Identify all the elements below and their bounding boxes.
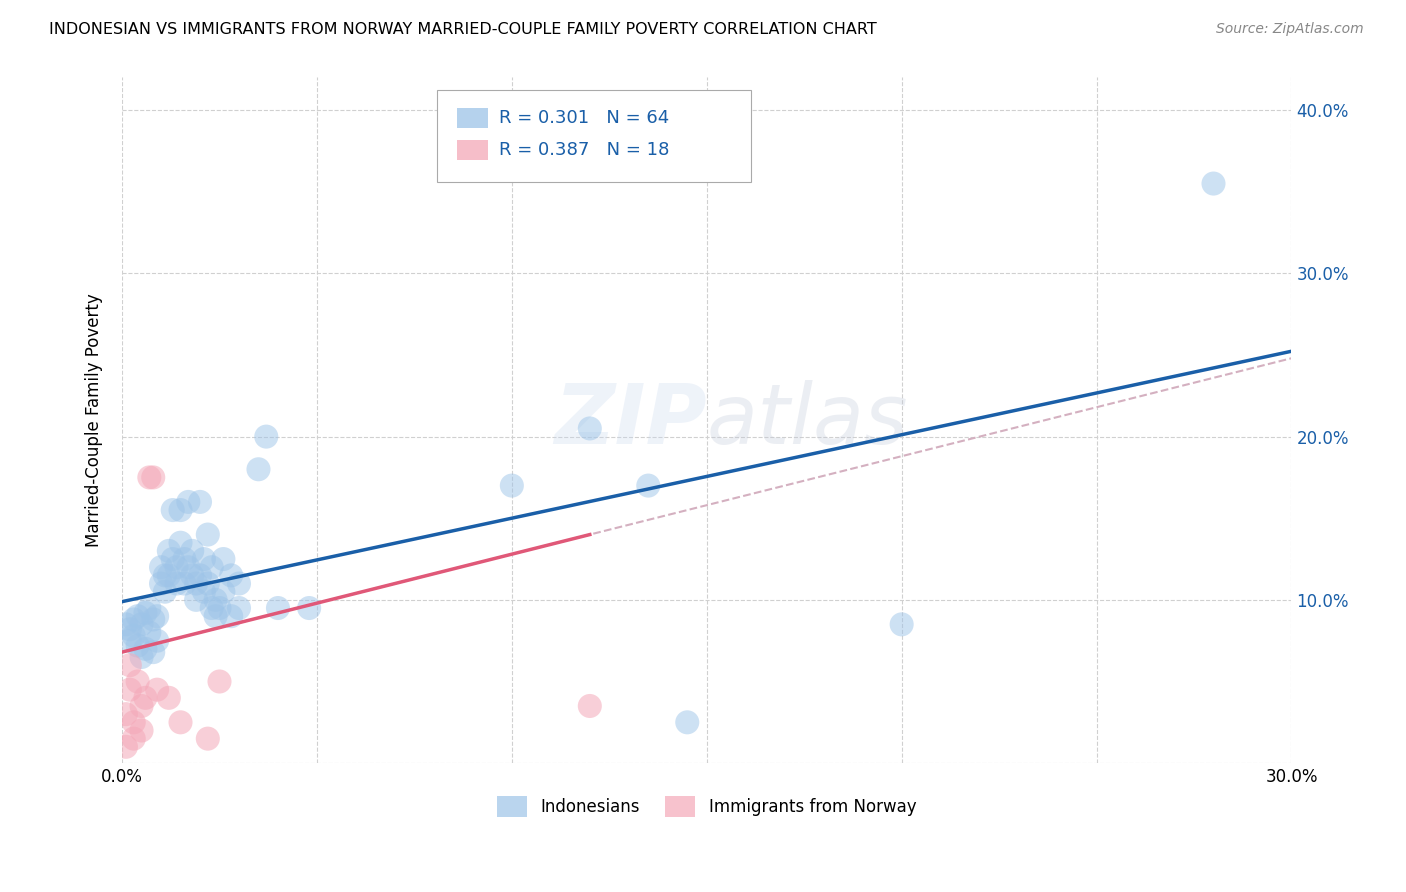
Point — [150, 560, 173, 574]
Point — [162, 552, 184, 566]
Text: R = 0.387   N = 18: R = 0.387 N = 18 — [499, 141, 669, 159]
Point — [162, 503, 184, 517]
Point — [134, 606, 156, 620]
Point — [146, 682, 169, 697]
Point — [208, 674, 231, 689]
Point — [131, 650, 153, 665]
Point — [228, 601, 250, 615]
Point — [138, 470, 160, 484]
Point — [578, 698, 600, 713]
Point — [142, 645, 165, 659]
Point — [212, 584, 235, 599]
Point — [118, 658, 141, 673]
Point — [228, 576, 250, 591]
Point — [267, 601, 290, 615]
Text: R = 0.301   N = 64: R = 0.301 N = 64 — [499, 109, 669, 127]
Y-axis label: Married-Couple Family Poverty: Married-Couple Family Poverty — [86, 293, 103, 547]
Point — [127, 609, 149, 624]
Point — [197, 731, 219, 746]
Point — [122, 629, 145, 643]
Point — [204, 609, 226, 624]
Point — [134, 690, 156, 705]
Point — [122, 612, 145, 626]
Point — [169, 535, 191, 549]
Point — [115, 617, 138, 632]
Point — [118, 682, 141, 697]
Point — [298, 601, 321, 615]
Point — [578, 421, 600, 435]
Point — [197, 527, 219, 541]
Point — [890, 617, 912, 632]
Point — [122, 715, 145, 730]
Point — [676, 715, 699, 730]
Point — [177, 560, 200, 574]
Point — [142, 470, 165, 484]
Point — [146, 633, 169, 648]
Point — [118, 622, 141, 636]
Point — [169, 503, 191, 517]
Point — [219, 609, 242, 624]
Point — [247, 462, 270, 476]
Point — [184, 592, 207, 607]
Point — [212, 552, 235, 566]
Point — [142, 612, 165, 626]
Point — [127, 639, 149, 653]
Point — [637, 478, 659, 492]
Text: Source: ZipAtlas.com: Source: ZipAtlas.com — [1216, 22, 1364, 37]
Point — [184, 576, 207, 591]
Point — [188, 568, 211, 582]
Point — [181, 568, 204, 582]
Point — [138, 625, 160, 640]
Point — [157, 690, 180, 705]
Legend: Indonesians, Immigrants from Norway: Indonesians, Immigrants from Norway — [491, 789, 922, 823]
Point — [193, 584, 215, 599]
Point — [131, 723, 153, 738]
Point — [219, 568, 242, 582]
Point — [169, 715, 191, 730]
Point — [122, 731, 145, 746]
Point — [131, 617, 153, 632]
Point — [254, 429, 277, 443]
Point — [173, 552, 195, 566]
Point — [115, 739, 138, 754]
Point — [157, 568, 180, 582]
Point — [204, 592, 226, 607]
Point — [115, 707, 138, 722]
Point — [153, 584, 176, 599]
Point — [153, 568, 176, 582]
Point — [181, 544, 204, 558]
Point — [166, 560, 188, 574]
Point — [188, 495, 211, 509]
Point — [118, 633, 141, 648]
Point — [501, 478, 523, 492]
Point — [208, 601, 231, 615]
Point — [157, 544, 180, 558]
Point — [197, 576, 219, 591]
Point — [173, 576, 195, 591]
Point — [150, 576, 173, 591]
Point — [193, 552, 215, 566]
Point — [134, 641, 156, 656]
Text: atlas: atlas — [707, 380, 908, 461]
Point — [131, 698, 153, 713]
Text: ZIP: ZIP — [554, 380, 707, 461]
Point — [177, 495, 200, 509]
Point — [201, 601, 224, 615]
Text: INDONESIAN VS IMMIGRANTS FROM NORWAY MARRIED-COUPLE FAMILY POVERTY CORRELATION C: INDONESIAN VS IMMIGRANTS FROM NORWAY MAR… — [49, 22, 877, 37]
Point — [127, 674, 149, 689]
Point — [146, 609, 169, 624]
Point — [166, 576, 188, 591]
Point — [201, 560, 224, 574]
Point — [138, 601, 160, 615]
Point — [1202, 177, 1225, 191]
